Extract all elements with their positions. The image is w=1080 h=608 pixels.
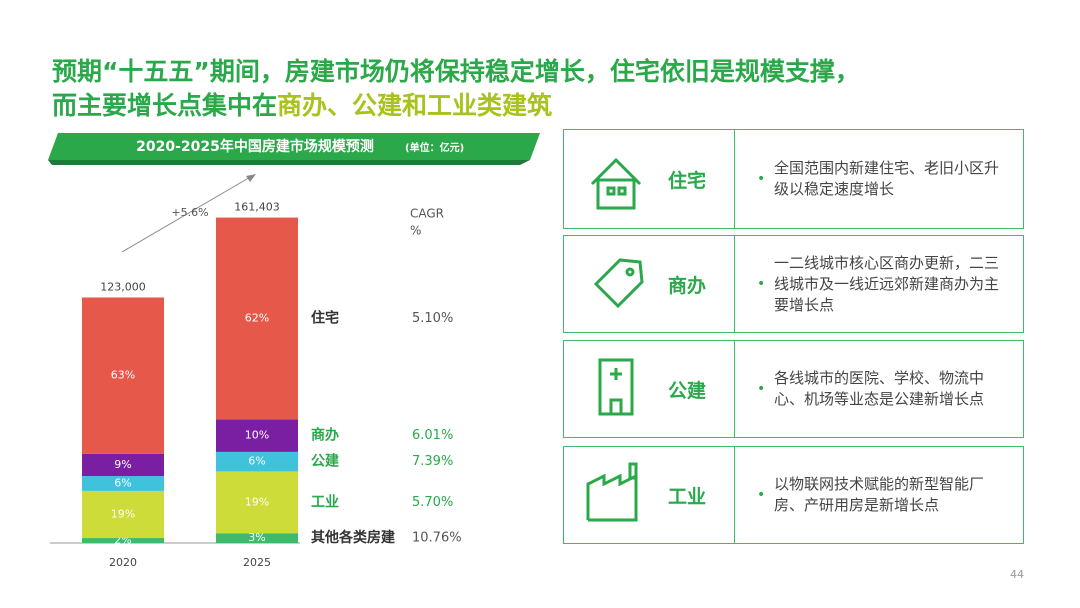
bar-segment <box>216 533 298 543</box>
card-divider <box>734 130 735 228</box>
card-text: 全国范围内新建住宅、老旧小区升级以稳定速度增长 <box>774 130 1004 228</box>
growth-label: +5.6% <box>171 206 208 219</box>
bar-segment <box>82 538 164 543</box>
card: 商办 • 一二线城市核心区商办更新，二三线城市及一线近远郊新建商办为主要增长点 <box>563 235 1024 333</box>
card-label: 公建 <box>668 379 707 402</box>
segment-label: 19% <box>111 507 135 520</box>
cagr-label: 5.10% <box>412 311 453 326</box>
bullet: • <box>757 276 766 292</box>
bar-segment <box>216 217 298 420</box>
bar-segment <box>82 476 164 491</box>
card-divider <box>734 447 735 543</box>
bullet: • <box>757 381 766 397</box>
bar-segment <box>82 490 164 539</box>
total-label: 161,403 <box>234 201 280 214</box>
card: 公建 • 各线城市的医院、学校、物流中心、机场等业态是公建新增长点 <box>563 340 1024 438</box>
growth-arrowhead <box>246 174 256 182</box>
bar-segment <box>82 297 164 454</box>
chart-banner <box>48 133 540 160</box>
card: 工业 • 以物联网技术赋能的新型智能厂房、产研用房是新增长点 <box>563 446 1024 544</box>
card-divider <box>734 236 735 332</box>
segment-label: 19% <box>245 495 269 508</box>
cagr-title: CAGR <box>410 207 444 221</box>
segment-label: 3% <box>248 531 265 544</box>
card-label: 住宅 <box>668 169 707 192</box>
bullet: • <box>757 171 766 187</box>
bar-segment <box>216 419 298 452</box>
chart-subtitle: (单位：亿元) <box>405 141 464 154</box>
segment-label: 62% <box>245 311 269 324</box>
segment-label: 6% <box>248 455 265 468</box>
bar-segment <box>216 451 298 472</box>
chart-title: 2020-2025年中国房建市场规模预测 <box>136 138 374 155</box>
cagr-label: 10.76% <box>412 531 462 546</box>
banner-shadow <box>48 160 530 165</box>
x-tick-label: 2025 <box>243 556 271 569</box>
title-text: 而主要增长点集中在 <box>52 91 278 120</box>
card-text-content: 各线城市的医院、学校、物流中心、机场等业态是公建新增长点 <box>774 369 985 408</box>
card-text-content: 以物联网技术赋能的新型智能厂房、产研用房是新增长点 <box>774 475 985 514</box>
segment-label: 63% <box>111 369 135 382</box>
x-tick-label: 2020 <box>109 556 137 569</box>
card-label: 工业 <box>668 485 707 508</box>
bar-segment <box>216 471 298 534</box>
growth-arrow <box>121 175 253 253</box>
page-number: 44 <box>1010 568 1024 581</box>
cagr-label: 6.01% <box>412 428 453 443</box>
cagr-unit: % <box>410 224 421 238</box>
cagr-label: 5.70% <box>412 495 453 510</box>
card-divider <box>734 341 735 437</box>
total-label: 123,000 <box>100 280 146 293</box>
series-label: 住宅 <box>311 309 339 326</box>
card-text-content: 全国范围内新建住宅、老旧小区升级以稳定速度增长 <box>774 159 1000 198</box>
series-label: 公建 <box>311 453 339 470</box>
series-label: 其他各类房建 <box>311 529 395 546</box>
cagr-label: 7.39% <box>412 454 453 469</box>
card-text: 各线城市的医院、学校、物流中心、机场等业态是公建新增长点 <box>774 341 1004 437</box>
title-highlight: 商办、公建和工业类建筑 <box>277 91 553 120</box>
series-label: 工业 <box>311 494 339 510</box>
card-text: 一二线城市核心区商办更新，二三线城市及一线近远郊新建商办为主要增长点 <box>774 236 1004 332</box>
chart: 2020-2025年中国房建市场规模预测 (单位：亿元) +5.6% CAGR … <box>48 133 540 569</box>
segment-label: 9% <box>114 458 131 471</box>
bar-segment <box>82 453 164 477</box>
slide-title: 预期“十五五”期间，房建市场仍将保持稳定增长，住宅依旧是规模支撑， <box>52 57 860 86</box>
series-label: 商办 <box>311 427 339 444</box>
segment-label: 6% <box>114 476 131 489</box>
bullet: • <box>757 487 766 503</box>
segment-label: 10% <box>245 429 269 442</box>
card-text-content: 一二线城市核心区商办更新，二三线城市及一线近远郊新建商办为主要增长点 <box>774 253 1000 314</box>
card-text: 以物联网技术赋能的新型智能厂房、产研用房是新增长点 <box>774 447 1004 543</box>
card: 住宅 • 全国范围内新建住宅、老旧小区升级以稳定速度增长 <box>563 129 1024 229</box>
slide-title: 而主要增长点集中在商办、公建和工业类建筑 <box>52 86 552 122</box>
card-label: 商办 <box>668 274 707 297</box>
